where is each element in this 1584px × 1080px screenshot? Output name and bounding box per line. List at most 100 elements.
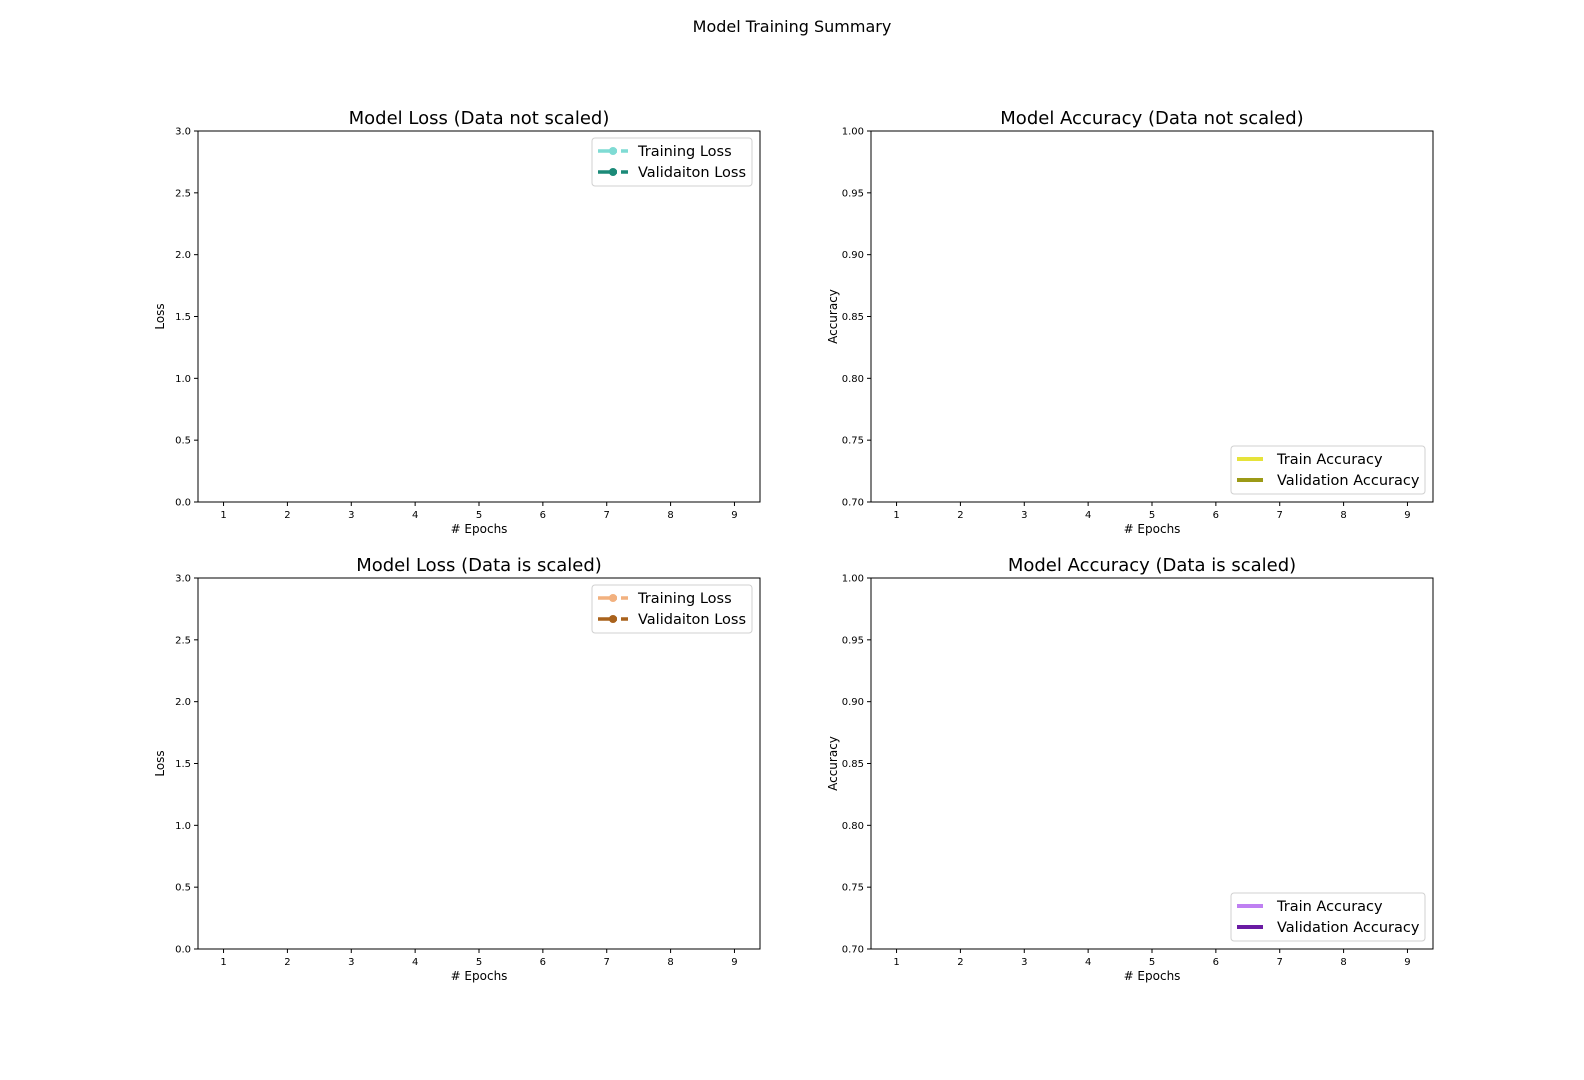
y-axis-label: Accuracy <box>826 736 840 791</box>
y-tick-label: 1.00 <box>842 127 864 138</box>
legend-item: Train Accuracy <box>1237 452 1383 468</box>
x-tick-label: 2 <box>957 957 963 968</box>
legend-box <box>591 137 753 187</box>
legend-item: Validation Accuracy <box>1237 920 1420 936</box>
x-tick-label: 3 <box>348 957 354 968</box>
y-tick-label: 2.5 <box>175 188 191 199</box>
y-tick-label: 0.90 <box>842 250 864 261</box>
y-tick-label: 0.90 <box>842 697 864 708</box>
subplot-title: Model Accuracy (Data not scaled) <box>1000 108 1303 129</box>
y-tick-label: 0.5 <box>175 436 191 447</box>
x-axis-label: # Epochs <box>1124 522 1181 536</box>
y-axis-label: Loss <box>153 303 167 329</box>
y-tick-label: 2.5 <box>175 635 191 646</box>
x-tick-label: 4 <box>1085 957 1091 968</box>
x-tick-label: 7 <box>1277 957 1283 968</box>
x-tick-label: 8 <box>1340 510 1346 521</box>
x-tick-label: 9 <box>731 510 737 521</box>
y-tick-label: 0.95 <box>842 188 864 199</box>
x-tick-label: 7 <box>604 510 610 521</box>
legend-item: Validaiton Loss <box>598 612 746 628</box>
x-tick-label: 5 <box>1149 957 1155 968</box>
legend-marker <box>609 147 617 155</box>
y-tick-label: 0.5 <box>175 883 191 894</box>
subplot-title: Model Loss (Data not scaled) <box>349 108 610 129</box>
x-tick-label: 1 <box>893 957 899 968</box>
x-tick-label: 9 <box>731 957 737 968</box>
x-tick-label: 9 <box>1404 957 1410 968</box>
x-tick-label: 5 <box>476 510 482 521</box>
x-tick-label: 6 <box>1213 957 1219 968</box>
axes-frame <box>870 577 1434 950</box>
legend: Train Accuracy Validation Accuracy <box>1230 892 1426 942</box>
legend-box <box>591 584 753 634</box>
y-tick-label: 0.95 <box>842 635 864 646</box>
x-tick-label: 4 <box>1085 510 1091 521</box>
subplot-title: Model Accuracy (Data is scaled) <box>1008 555 1296 576</box>
legend-label: Validaiton Loss <box>638 165 746 181</box>
axes-frame <box>197 577 761 950</box>
x-tick-label: 2 <box>284 957 290 968</box>
x-tick-label: 6 <box>540 957 546 968</box>
y-tick-label: 2.0 <box>175 250 191 261</box>
legend-box <box>1230 445 1426 495</box>
x-tick-label: 8 <box>1340 957 1346 968</box>
y-tick-label: 0.80 <box>842 821 864 832</box>
subplot-4: Model Accuracy (Data is scaled) 1 2 3 4 5 6 7 8 9… <box>826 555 1434 983</box>
legend-label: Train Accuracy <box>1276 452 1383 468</box>
legend-item: Training Loss <box>598 144 732 160</box>
x-tick-label: 1 <box>220 957 226 968</box>
y-tick-label: 2.0 <box>175 697 191 708</box>
x-tick-label: 3 <box>1021 957 1027 968</box>
legend-label: Training Loss <box>637 591 732 607</box>
legend-label: Validaiton Loss <box>638 612 746 628</box>
y-tick-label: 1.00 <box>842 574 864 585</box>
legend-item: Train Accuracy <box>1237 899 1383 915</box>
subplot-2: Model Accuracy (Data not scaled) 1 2 3 4 5 6 7 8… <box>826 108 1434 536</box>
legend: Train Accuracy Validation Accuracy <box>1230 445 1426 495</box>
x-tick-label: 1 <box>220 510 226 521</box>
legend: Training Loss Validaiton Loss <box>591 584 753 634</box>
y-tick-label: 0.85 <box>842 312 864 323</box>
y-axis-label: Loss <box>153 750 167 776</box>
subplot-1: Model Loss (Data not scaled) 1 2 3 4 5 6 7 8 9 0.0… <box>153 108 761 536</box>
x-tick-label: 5 <box>1149 510 1155 521</box>
legend-item: Validation Accuracy <box>1237 473 1420 489</box>
subplot-title: Model Loss (Data is scaled) <box>356 555 602 576</box>
y-axis-label: Accuracy <box>826 289 840 344</box>
x-tick-label: 3 <box>348 510 354 521</box>
legend-item: Validaiton Loss <box>598 165 746 181</box>
x-tick-label: 7 <box>604 957 610 968</box>
x-tick-label: 2 <box>957 510 963 521</box>
y-tick-label: 0.75 <box>842 883 864 894</box>
y-tick-label: 1.0 <box>175 374 191 385</box>
x-tick-label: 6 <box>540 510 546 521</box>
legend-label: Validation Accuracy <box>1277 920 1420 936</box>
y-tick-label: 3.0 <box>175 574 191 585</box>
x-tick-label: 8 <box>667 957 673 968</box>
legend-box <box>1230 892 1426 942</box>
x-axis-label: # Epochs <box>1124 969 1181 983</box>
legend-marker <box>609 615 617 623</box>
legend: Training Loss Validaiton Loss <box>591 137 753 187</box>
legend-marker <box>609 594 617 602</box>
subplot-3: Model Loss (Data is scaled) 1 2 3 4 5 6 7 8 9 0.0 0… <box>153 555 761 983</box>
x-tick-label: 2 <box>284 510 290 521</box>
x-axis-label: # Epochs <box>451 969 508 983</box>
x-tick-label: 8 <box>667 510 673 521</box>
legend-marker <box>609 168 617 176</box>
x-tick-label: 9 <box>1404 510 1410 521</box>
x-tick-label: 4 <box>412 957 418 968</box>
x-tick-label: 3 <box>1021 510 1027 521</box>
y-tick-label: 1.5 <box>175 759 191 770</box>
y-tick-label: 1.5 <box>175 312 191 323</box>
y-tick-label: 1.0 <box>175 821 191 832</box>
y-tick-label: 0.70 <box>842 498 864 509</box>
x-tick-label: 7 <box>1277 510 1283 521</box>
x-tick-label: 4 <box>412 510 418 521</box>
x-axis-label: # Epochs <box>451 522 508 536</box>
y-tick-label: 0.75 <box>842 436 864 447</box>
y-tick-label: 0.0 <box>175 498 191 509</box>
x-tick-label: 5 <box>476 957 482 968</box>
